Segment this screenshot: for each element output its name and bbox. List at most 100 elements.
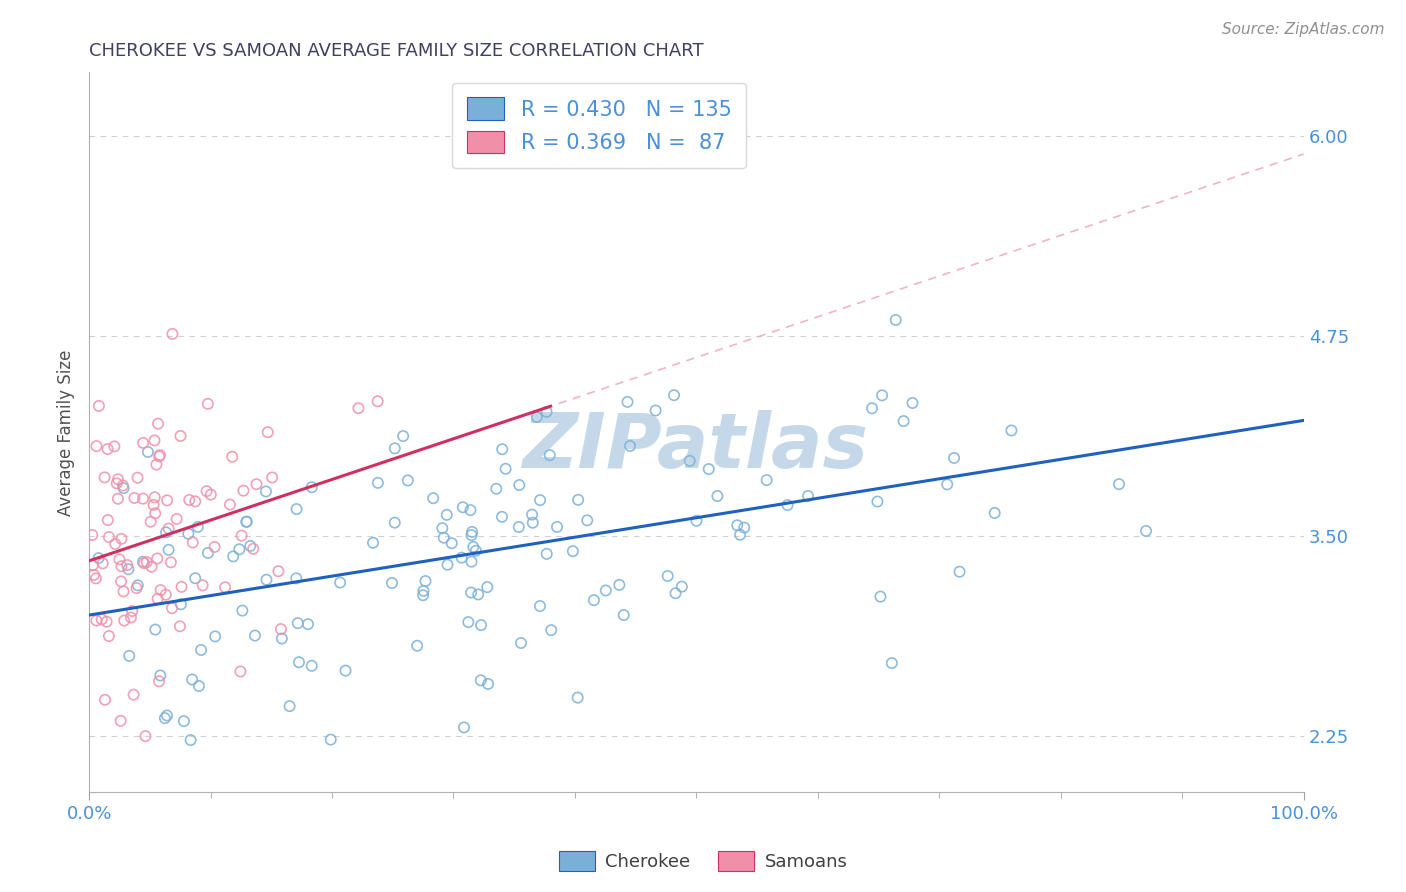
Point — [567, 690, 589, 705]
Point — [149, 583, 172, 598]
Point — [239, 539, 262, 553]
Point — [149, 448, 172, 462]
Point — [561, 544, 583, 558]
Point — [180, 733, 202, 747]
Point — [412, 583, 434, 598]
Point — [755, 473, 778, 487]
Point — [1000, 424, 1022, 438]
Point — [134, 729, 156, 743]
Point — [540, 623, 562, 637]
Point — [267, 564, 290, 578]
Point — [943, 450, 966, 465]
Point — [170, 580, 193, 594]
Point — [97, 513, 120, 527]
Point — [436, 508, 458, 522]
Point — [432, 521, 454, 535]
Point — [460, 503, 482, 517]
Point — [884, 313, 907, 327]
Point — [219, 498, 242, 512]
Point — [111, 478, 134, 492]
Point — [132, 436, 155, 450]
Point — [664, 586, 686, 600]
Point — [132, 555, 155, 569]
Point — [143, 623, 166, 637]
Point — [733, 520, 755, 534]
Point — [242, 541, 264, 556]
Point — [415, 574, 437, 588]
Point — [254, 484, 277, 499]
Point — [235, 515, 257, 529]
Point — [82, 558, 104, 573]
Point — [231, 604, 253, 618]
Point — [170, 597, 193, 611]
Point — [190, 643, 212, 657]
Point — [162, 326, 184, 341]
Point — [347, 401, 370, 416]
Text: Source: ZipAtlas.com: Source: ZipAtlas.com — [1222, 22, 1385, 37]
Point — [155, 525, 177, 540]
Point — [134, 556, 156, 570]
Point — [204, 540, 226, 554]
Point — [107, 491, 129, 506]
Point — [278, 699, 301, 714]
Point — [146, 551, 169, 566]
Point — [110, 574, 132, 589]
Point — [270, 632, 292, 646]
Point — [110, 559, 132, 574]
Point — [231, 529, 253, 543]
Point — [153, 711, 176, 725]
Point — [595, 583, 617, 598]
Point — [948, 565, 970, 579]
Point — [96, 615, 118, 629]
Point — [149, 668, 172, 682]
Point — [187, 520, 209, 534]
Point — [90, 612, 112, 626]
Point — [508, 478, 530, 492]
Point — [453, 720, 475, 734]
Point — [477, 580, 499, 594]
Point — [136, 445, 159, 459]
Point — [936, 477, 959, 491]
Point — [145, 458, 167, 472]
Point — [179, 493, 201, 508]
Point — [214, 580, 236, 594]
Point — [184, 494, 207, 508]
Point — [112, 614, 135, 628]
Point — [103, 439, 125, 453]
Point — [82, 528, 104, 542]
Point — [297, 617, 319, 632]
Point — [142, 498, 165, 512]
Point — [893, 414, 915, 428]
Point — [697, 462, 720, 476]
Point — [181, 535, 204, 549]
Point — [184, 571, 207, 585]
Point — [146, 591, 169, 606]
Point — [491, 442, 513, 457]
Point — [169, 429, 191, 443]
Point — [110, 532, 132, 546]
Point — [156, 493, 179, 508]
Point — [197, 546, 219, 560]
Point — [104, 537, 127, 551]
Point — [671, 580, 693, 594]
Point — [124, 491, 146, 505]
Point — [679, 454, 702, 468]
Point — [155, 588, 177, 602]
Point — [93, 470, 115, 484]
Point — [204, 629, 226, 643]
Point — [440, 536, 463, 550]
Point — [262, 470, 284, 484]
Point — [725, 518, 748, 533]
Point — [522, 516, 544, 530]
Point — [156, 708, 179, 723]
Point — [460, 585, 482, 599]
Point — [450, 550, 472, 565]
Point — [485, 482, 508, 496]
Point — [160, 555, 183, 569]
Point — [87, 399, 110, 413]
Point — [576, 513, 599, 527]
Point — [157, 542, 180, 557]
Point — [221, 450, 243, 464]
Point — [166, 512, 188, 526]
Point — [146, 417, 169, 431]
